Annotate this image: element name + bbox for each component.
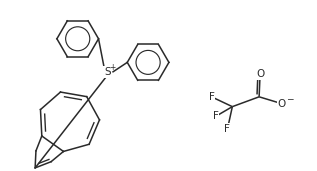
Text: F: F [209, 92, 215, 102]
Text: F: F [224, 124, 230, 134]
Text: O: O [256, 69, 264, 79]
Text: +: + [109, 63, 116, 72]
Text: S: S [104, 67, 111, 77]
Text: −: − [286, 94, 294, 103]
Text: O: O [278, 99, 286, 109]
Text: F: F [213, 111, 218, 121]
